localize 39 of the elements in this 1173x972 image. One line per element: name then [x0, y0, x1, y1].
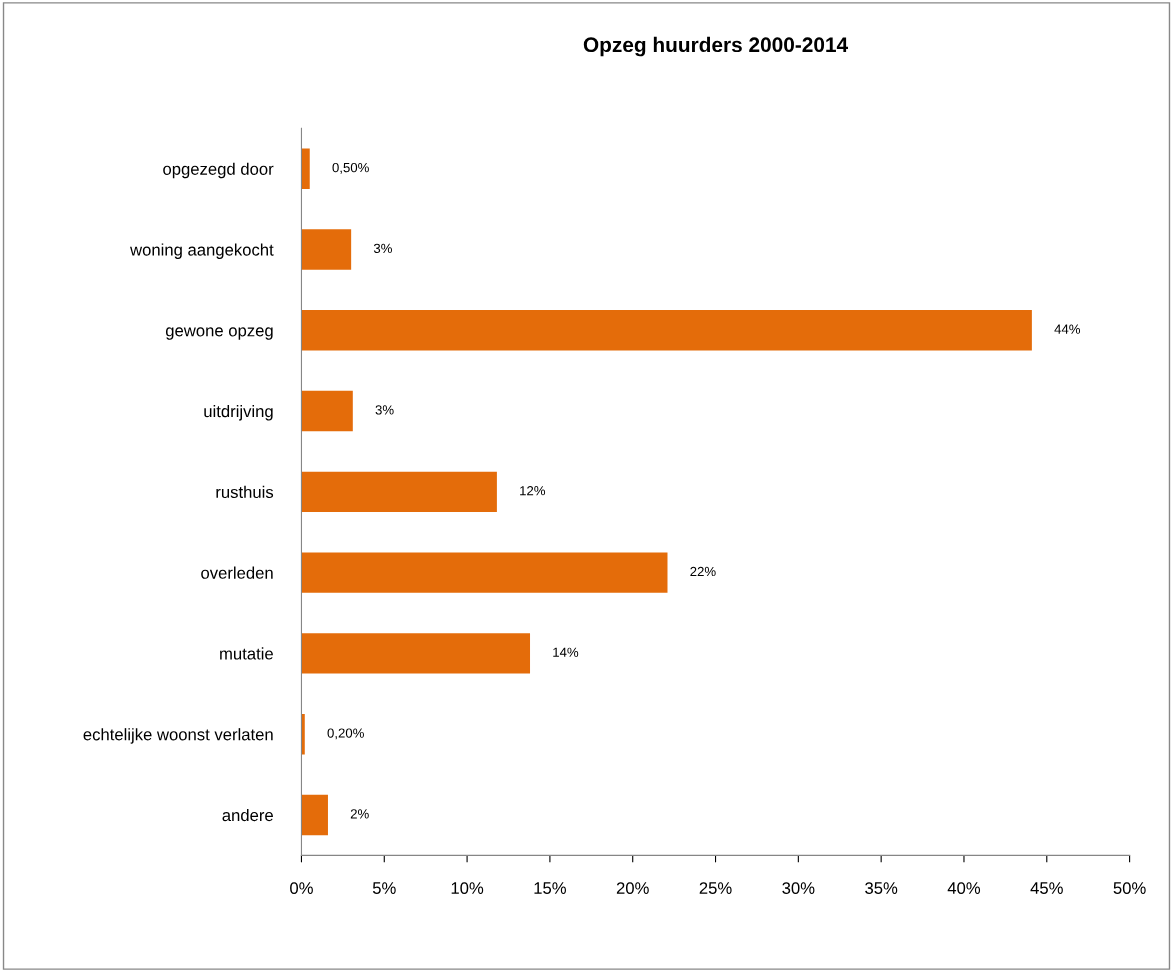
x-tick-label: 30%: [782, 882, 815, 894]
x-tick-label: 10%: [451, 882, 484, 894]
bar: [301, 471, 497, 513]
y-tick-label: mutatie: [220, 647, 273, 660]
bar: [301, 229, 352, 270]
data-label: 14%: [553, 647, 579, 657]
bar: [301, 794, 328, 836]
bar: [301, 552, 668, 593]
y-tick-label: rusthuis: [216, 485, 274, 499]
data-label: 3%: [373, 243, 392, 254]
x-tick-label: 45%: [1030, 882, 1063, 894]
chart-title: Opzeg huurders 2000-2014: [583, 36, 849, 57]
y-tick-label: uitdrijving: [204, 405, 273, 421]
data-label: 12%: [520, 486, 546, 496]
y-tick-label: woning aangekocht: [130, 243, 274, 259]
x-tick-label: 25%: [699, 882, 732, 894]
y-tick-label: opgezegd door: [163, 162, 274, 179]
data-label: 44%: [1054, 324, 1081, 334]
y-tick-label: gewone opzeg: [165, 327, 273, 340]
y-tick-label: andere: [222, 808, 273, 822]
data-label: 22%: [690, 566, 716, 577]
bar: [301, 713, 305, 755]
x-tick-label: 50%: [1113, 882, 1146, 894]
bar: [301, 148, 310, 189]
bar: [301, 633, 531, 674]
x-tick-label: 15%: [534, 882, 566, 894]
data-label: 2%: [350, 809, 369, 819]
data-label: 0,20%: [327, 728, 364, 740]
bar: [301, 390, 353, 432]
x-tick-label: 35%: [865, 882, 898, 894]
y-tick-label: echtelijke woonst verlaten: [83, 728, 273, 744]
x-tick-label: 40%: [947, 882, 981, 894]
bar: [301, 310, 1032, 351]
x-tick-label: 20%: [616, 882, 649, 894]
x-tick-label: 5%: [372, 882, 396, 894]
data-label: 0,50%: [332, 162, 369, 174]
x-tick-label: 0%: [290, 882, 313, 894]
y-tick-label: overleden: [201, 566, 273, 579]
data-label: 3%: [375, 405, 394, 415]
